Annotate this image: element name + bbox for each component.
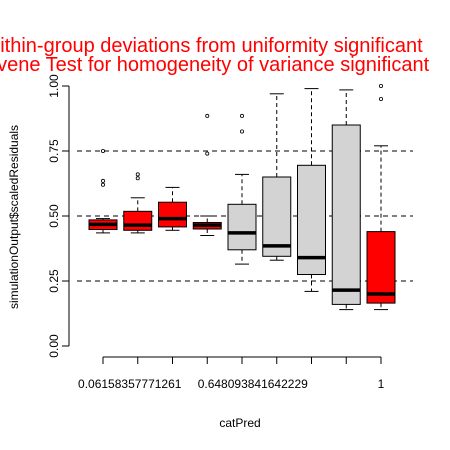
- box-group-5: [227, 113, 257, 265]
- outlier-point: [239, 129, 244, 134]
- box-group-8: [331, 89, 361, 311]
- x-tick-label: 0.06158357771261: [78, 377, 182, 391]
- outlier-point: [205, 113, 210, 118]
- x-tick-label: 0.648093841642229: [198, 377, 308, 391]
- y-axis-label: simulationOutput$scaledResiduals: [7, 125, 21, 309]
- outlier-point: [378, 84, 383, 89]
- box-body: [331, 124, 361, 305]
- x-tick-label: 1: [378, 377, 385, 391]
- outlier-point: [205, 151, 210, 156]
- box-group-7: [297, 88, 326, 292]
- outlier-point: [101, 178, 106, 183]
- y-axis: 0.00 0.25 0.50 0.75 1.00: [47, 74, 70, 358]
- box-group-1: [88, 148, 118, 234]
- outlier-point: [101, 148, 106, 153]
- box-group-3: [158, 186, 187, 231]
- box-body: [366, 231, 396, 304]
- box-body: [227, 203, 257, 251]
- box-body: [262, 176, 292, 257]
- x-axis: 0.06158357771261 0.648093841642229 1: [78, 356, 385, 391]
- box-group-2: [123, 172, 153, 234]
- box-group-4: [192, 113, 222, 236]
- y-tick-label: 0.25: [47, 269, 61, 293]
- box-body: [123, 210, 153, 231]
- box-group-6: [262, 93, 292, 261]
- y-tick-label: 0.75: [47, 139, 61, 163]
- outlier-point: [101, 182, 106, 187]
- outlier-point: [378, 97, 383, 102]
- y-tick-label: 0.00: [47, 334, 61, 358]
- outlier-point: [135, 172, 140, 177]
- chart-title-line-2: Levene Test for homogeneity of variance …: [0, 54, 430, 76]
- outlier-point: [135, 176, 140, 181]
- y-tick-label: 0.50: [47, 204, 61, 228]
- y-tick-label: 1.00: [47, 74, 61, 98]
- outlier-point: [239, 113, 244, 118]
- x-axis-label: catPred: [219, 416, 260, 430]
- box-group-9: [366, 84, 396, 311]
- chart-title-line-1: Within-group deviations from uniformity …: [0, 35, 423, 57]
- box-series: [88, 84, 396, 311]
- box-body: [158, 201, 187, 228]
